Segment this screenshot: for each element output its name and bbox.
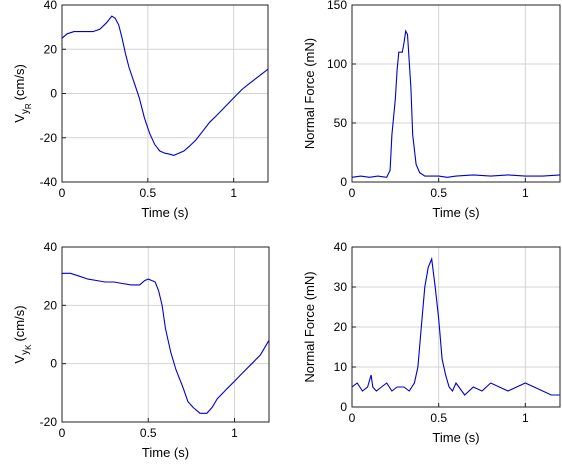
x-tick-label: 0 [349,186,356,200]
y-tick-label: 40 [44,240,58,254]
y-tick-label: -20 [40,415,58,429]
y-label-symbol: V [12,355,27,364]
series-line [62,272,270,414]
y-label-subsubscript: R [24,103,33,109]
x-tick-label: 0.5 [140,426,157,440]
chart-normal-force-top: 0 0.5 1 0 50 100 150 Time (s) Normal Force (mN) [302,0,561,220]
plot-frame [61,4,269,183]
series-line [351,29,561,178]
y-tick-label: 40 [44,0,58,12]
x-tick-label: 1 [522,186,529,200]
x-tick-label: 0.5 [139,186,156,200]
y-tick-label: 0 [50,87,57,101]
y-tick-label: -20 [40,131,58,145]
plot-frame [351,4,561,183]
y-tick-label: 0 [50,357,57,371]
plot-frame [61,246,270,423]
y-label-subscript: y [20,109,31,114]
plot-frame [351,246,561,408]
chart-velocity-top: 0 0.5 1 -40 -20 0 20 40 Time (s) VyR (cm/s) [12,0,269,220]
y-axis-label: Normal Force (mN) [302,271,317,382]
x-axis-label: Time (s) [142,445,189,460]
y-tick-label: 30 [334,280,348,294]
plot-area [61,246,270,423]
y-tick-label: 50 [334,116,348,130]
y-axis-label: VyK (cm/s) [12,305,33,363]
y-tick-label: 40 [334,240,348,254]
y-tick-label: 10 [334,360,348,374]
x-tick-label: 0 [349,411,356,425]
plot-area [351,4,561,183]
series-line [351,256,560,396]
y-tick-label: 20 [44,42,58,56]
x-axis-label: Time (s) [141,205,188,220]
y-tick-label: 20 [44,298,58,312]
y-tick-label: 0 [340,400,347,414]
y-tick-label: 100 [327,57,347,71]
x-axis-label: Time (s) [432,430,479,445]
x-tick-label: 1 [231,426,238,440]
x-tick-label: 0 [59,426,66,440]
y-tick-label: 150 [327,0,347,12]
x-tick-label: 0.5 [430,411,447,425]
y-axis-label: Normal Force (mN) [302,38,317,149]
y-label-subscript: y [20,350,31,355]
x-tick-label: 0 [59,186,66,200]
y-tick-label: 0 [340,175,347,189]
x-tick-label: 1 [230,186,237,200]
series-line [61,15,269,156]
y-label-unit: (cm/s) [12,64,27,100]
y-label-unit: (cm/s) [12,305,27,341]
y-label-symbol: V [12,114,27,123]
y-label-subsubscript: K [24,344,33,350]
y-tick-label: -40 [40,175,58,189]
x-tick-label: 1 [522,411,529,425]
x-axis-label: Time (s) [432,205,479,220]
y-tick-label: 20 [334,320,348,334]
y-axis-label: VyR (cm/s) [12,64,33,123]
x-tick-label: 0.5 [430,186,447,200]
